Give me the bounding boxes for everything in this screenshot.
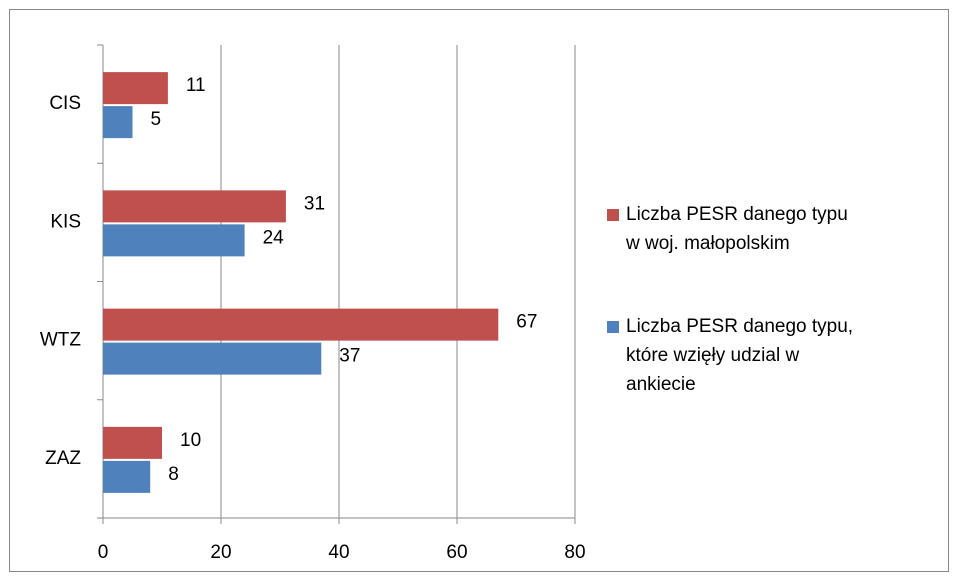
legend-label: Liczba PESR danego typu, które wzięły udz… — [626, 316, 853, 395]
legend-swatch — [607, 209, 619, 221]
data-label: 31 — [304, 193, 325, 214]
bar — [103, 106, 133, 139]
bar — [103, 190, 286, 223]
data-label: 24 — [263, 227, 285, 248]
bar — [103, 224, 245, 257]
data-label: 10 — [180, 430, 201, 451]
x-tick-label: 80 — [564, 542, 585, 563]
bar — [103, 460, 151, 493]
x-tick-label: 0 — [98, 542, 109, 563]
data-label: 5 — [151, 109, 162, 130]
bar — [103, 426, 162, 459]
data-label: 67 — [516, 312, 537, 333]
y-tick-label: WTZ — [40, 330, 82, 351]
data-label: 37 — [339, 346, 360, 367]
bar — [103, 342, 322, 375]
x-tick-label: 60 — [446, 542, 467, 563]
y-tick-label: ZAZ — [45, 448, 81, 469]
x-tick-label: 40 — [328, 542, 349, 563]
x-tick-label: 20 — [210, 542, 231, 563]
bar — [103, 308, 499, 341]
data-label: 11 — [186, 75, 206, 96]
legend-swatch — [607, 321, 619, 333]
bar — [103, 72, 168, 105]
data-label: 8 — [168, 464, 179, 485]
y-tick-label: KIS — [50, 211, 81, 232]
y-tick-label: CIS — [49, 93, 81, 114]
legend-label: Liczba PESR danego typu w woj. małopolski… — [625, 204, 848, 254]
